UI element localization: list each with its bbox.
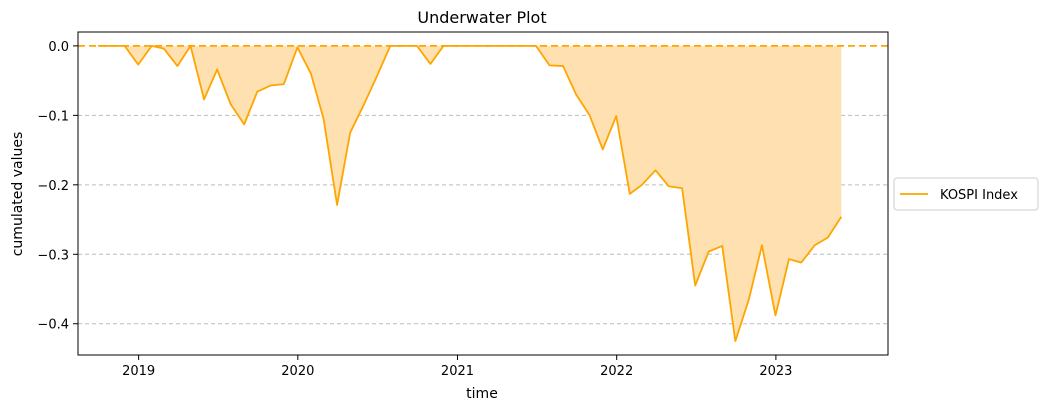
- y-tick-label-1: −0.1: [37, 109, 69, 124]
- x-tick-label-1: 2020: [281, 364, 314, 379]
- y-axis: 0.0 −0.1 −0.2 −0.3 −0.4: [37, 40, 78, 333]
- x-tick-label-4: 2023: [759, 364, 792, 379]
- x-tick-label-0: 2019: [122, 364, 155, 379]
- series-line-kospi-index: [98, 44, 843, 343]
- legend: KOSPI Index: [893, 177, 1039, 211]
- drawdown-area-layer: [98, 45, 842, 342]
- legend-box: [893, 177, 1039, 211]
- y-tick-label-4: −0.4: [37, 318, 69, 333]
- legend-label: KOSPI Index: [940, 188, 1018, 203]
- drawdown-area: [98, 45, 842, 342]
- chart-title: Underwater Plot: [417, 8, 546, 27]
- x-axis-label: time: [466, 386, 498, 402]
- y-tick-label-0: 0.0: [48, 40, 69, 55]
- x-tick-label-2: 2021: [441, 364, 474, 379]
- y-tick-label-3: −0.3: [37, 248, 69, 263]
- y-tick-label-2: −0.2: [37, 179, 69, 194]
- series-line-layer: [98, 44, 843, 343]
- x-tick-label-3: 2022: [600, 364, 633, 379]
- plot-frame: [77, 31, 889, 356]
- y-axis-label: cumulated values: [10, 132, 26, 257]
- x-axis: 2019 2020 2021 2022 2023: [122, 355, 792, 379]
